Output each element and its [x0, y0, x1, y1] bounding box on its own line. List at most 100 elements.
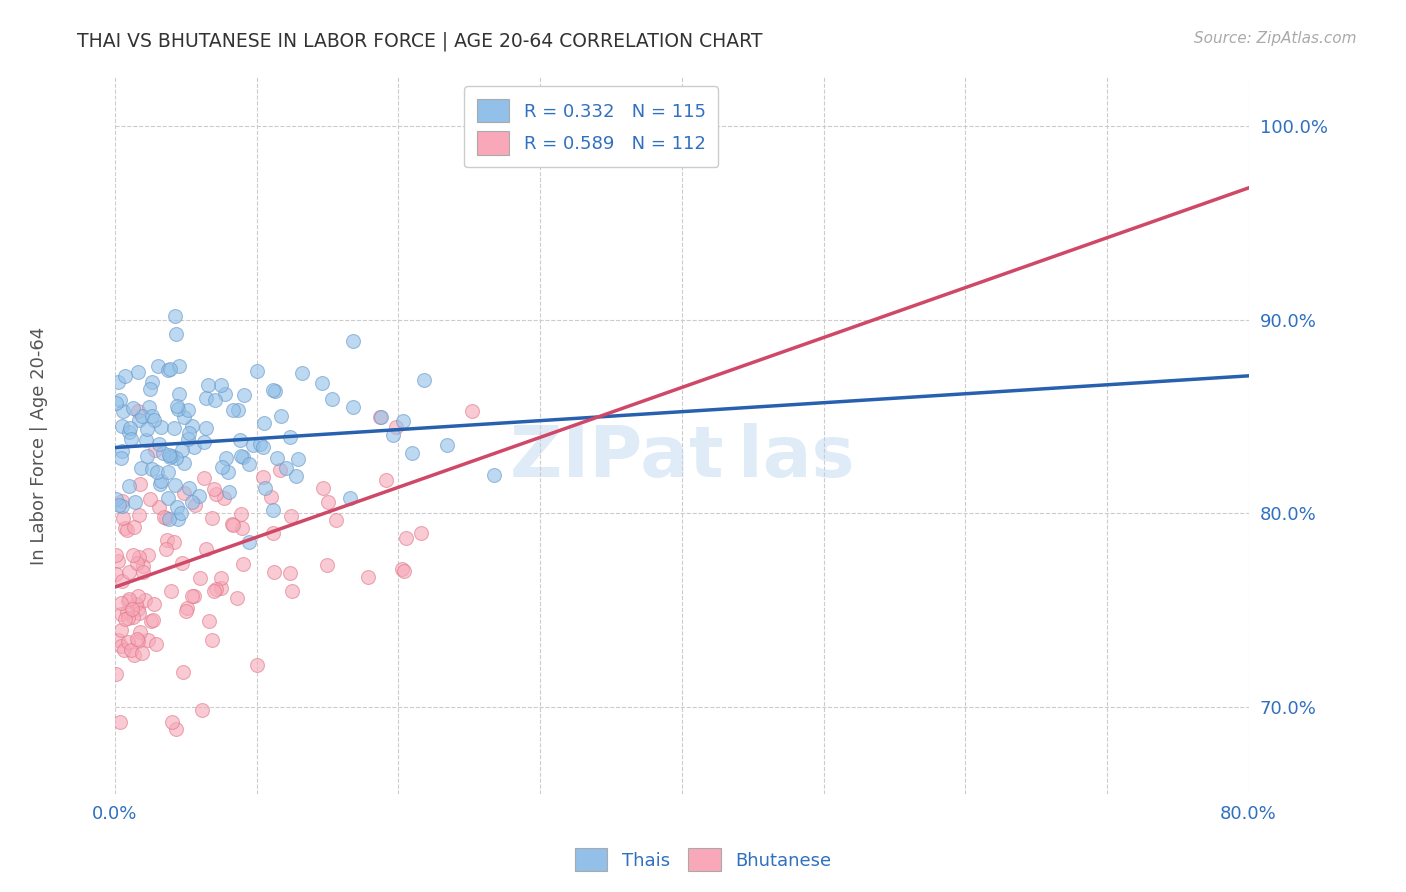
Point: [254, 481, 277, 495]
Point: [166, 399, 188, 413]
Point: [149, 476, 172, 491]
Text: THAI VS BHUTANESE IN LABOR FORCE | AGE 20-64 CORRELATION CHART: THAI VS BHUTANESE IN LABOR FORCE | AGE 2…: [77, 31, 763, 51]
Point: [233, 388, 256, 402]
Point: [156, 533, 179, 548]
Point: [368, 409, 391, 424]
Point: [205, 582, 228, 596]
Point: [124, 494, 146, 508]
Point: [110, 623, 132, 637]
Text: Source: ZipAtlas.com: Source: ZipAtlas.com: [1194, 31, 1357, 46]
Point: [118, 566, 141, 580]
Point: [194, 421, 217, 435]
Point: [142, 413, 165, 427]
Point: [177, 425, 200, 440]
Point: [117, 594, 139, 608]
Point: [177, 402, 200, 417]
Point: [287, 451, 309, 466]
Point: [159, 450, 181, 465]
Point: [270, 409, 292, 423]
Point: [183, 440, 205, 454]
Point: [111, 511, 134, 525]
Point: [195, 392, 218, 406]
Point: [125, 556, 148, 570]
Point: [110, 639, 132, 653]
Point: [142, 597, 165, 611]
Point: [163, 309, 186, 323]
Point: [162, 715, 184, 730]
Point: [461, 404, 484, 418]
Point: [136, 450, 159, 464]
Point: [141, 614, 163, 628]
Point: [148, 500, 170, 514]
Point: [122, 401, 145, 415]
Point: [105, 667, 128, 681]
Point: [229, 434, 252, 448]
Point: [165, 450, 187, 465]
Point: [229, 507, 252, 521]
Point: [138, 400, 160, 414]
Point: [136, 632, 159, 647]
Point: [252, 440, 274, 454]
Point: [391, 414, 413, 428]
Point: [153, 510, 176, 524]
Point: [122, 648, 145, 662]
Point: [321, 392, 343, 407]
Point: [105, 491, 128, 506]
Point: [384, 420, 406, 434]
Point: [232, 557, 254, 571]
Point: [124, 519, 146, 533]
Point: [215, 451, 238, 466]
Point: [201, 632, 224, 647]
Point: [204, 392, 226, 407]
Point: [142, 613, 165, 627]
Point: [105, 548, 128, 562]
Point: [165, 327, 187, 342]
Point: [278, 429, 301, 443]
Point: [280, 508, 302, 523]
Point: [122, 548, 145, 562]
Point: [253, 417, 276, 431]
Point: [246, 657, 269, 672]
Point: [159, 512, 181, 526]
Point: [264, 384, 287, 399]
Point: [291, 366, 314, 380]
Point: [139, 383, 162, 397]
Point: [209, 571, 232, 585]
Point: [392, 565, 415, 579]
Point: [138, 548, 160, 562]
Point: [316, 558, 339, 572]
Point: [122, 610, 145, 624]
Legend: Thais, Bhutanese: Thais, Bhutanese: [568, 841, 838, 879]
Point: [312, 481, 335, 495]
Point: [111, 404, 134, 418]
Point: [128, 549, 150, 564]
Point: [145, 465, 167, 479]
Point: [167, 359, 190, 374]
Point: [409, 526, 432, 541]
Point: [107, 554, 129, 568]
Point: [111, 574, 134, 588]
Point: [155, 542, 177, 557]
Point: [128, 625, 150, 640]
Point: [252, 470, 274, 484]
Point: [166, 500, 188, 514]
Point: [117, 611, 139, 625]
Point: [110, 596, 132, 610]
Point: [197, 378, 219, 392]
Point: [118, 421, 141, 435]
Point: [214, 387, 236, 401]
Point: [159, 361, 181, 376]
Point: [202, 483, 225, 497]
Point: [325, 513, 347, 527]
Point: [181, 494, 204, 508]
Point: [163, 534, 186, 549]
Point: [222, 403, 245, 417]
Point: [111, 418, 134, 433]
Point: [246, 364, 269, 378]
Point: [170, 443, 193, 458]
Point: [370, 409, 392, 424]
Point: [114, 612, 136, 626]
Point: [218, 484, 240, 499]
Point: [111, 444, 134, 458]
Point: [156, 491, 179, 505]
